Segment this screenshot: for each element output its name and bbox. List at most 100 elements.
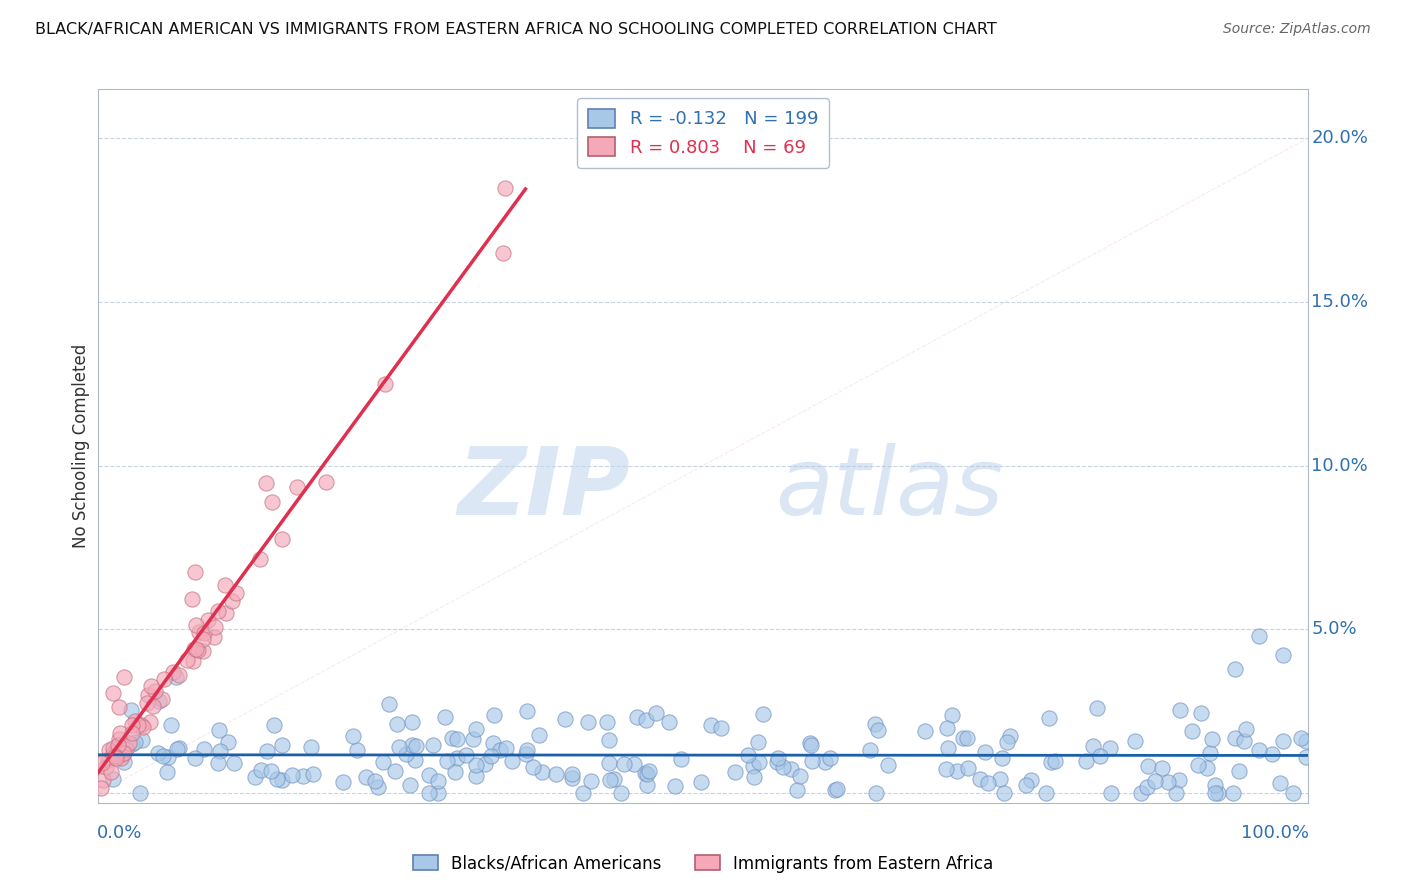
Point bbox=[956, 731, 979, 745]
Point bbox=[1289, 731, 1312, 745]
Point bbox=[1187, 758, 1209, 772]
Point bbox=[772, 760, 794, 774]
Point bbox=[1197, 761, 1219, 775]
Point bbox=[877, 757, 900, 772]
Point bbox=[1223, 662, 1246, 676]
Point bbox=[150, 692, 173, 706]
Point bbox=[863, 716, 886, 731]
Point bbox=[1045, 754, 1067, 768]
Point bbox=[1260, 747, 1282, 762]
Point bbox=[723, 764, 745, 779]
Point bbox=[367, 780, 389, 794]
Point bbox=[645, 706, 668, 720]
Point bbox=[1234, 722, 1257, 736]
Point bbox=[824, 783, 846, 797]
Point bbox=[91, 773, 114, 788]
Point bbox=[1040, 756, 1063, 770]
Point bbox=[742, 771, 765, 785]
Point bbox=[465, 722, 488, 736]
Point bbox=[388, 740, 411, 755]
Point bbox=[120, 703, 142, 717]
Point bbox=[263, 718, 285, 732]
Point bbox=[104, 742, 127, 756]
Point bbox=[271, 772, 294, 787]
Point bbox=[138, 715, 160, 730]
Point bbox=[800, 738, 823, 752]
Text: Source: ZipAtlas.com: Source: ZipAtlas.com bbox=[1223, 22, 1371, 37]
Point bbox=[752, 706, 775, 721]
Point bbox=[260, 495, 283, 509]
Point bbox=[142, 698, 165, 713]
Point bbox=[165, 670, 187, 684]
Point bbox=[609, 786, 631, 800]
Point bbox=[969, 772, 991, 786]
Point bbox=[136, 696, 159, 710]
Point bbox=[814, 755, 837, 769]
Point bbox=[1201, 732, 1223, 747]
Point bbox=[111, 747, 134, 762]
Point bbox=[527, 728, 550, 742]
Point bbox=[281, 767, 304, 781]
Point bbox=[97, 753, 120, 767]
Point bbox=[737, 747, 759, 762]
Point bbox=[107, 742, 129, 756]
Point bbox=[598, 732, 620, 747]
Point bbox=[1156, 775, 1178, 789]
Point bbox=[207, 756, 229, 770]
Point bbox=[187, 625, 209, 640]
Point bbox=[1222, 786, 1244, 800]
Point bbox=[516, 704, 538, 718]
Point bbox=[100, 764, 122, 779]
Point bbox=[1099, 786, 1122, 800]
Point bbox=[90, 781, 112, 796]
Point bbox=[108, 700, 131, 714]
Point bbox=[124, 735, 146, 749]
Point bbox=[866, 723, 889, 737]
Point bbox=[801, 754, 824, 768]
Point bbox=[156, 750, 179, 764]
Point bbox=[378, 697, 401, 711]
Point bbox=[427, 786, 450, 800]
Point bbox=[107, 731, 129, 746]
Point bbox=[364, 774, 387, 789]
Point bbox=[441, 731, 464, 745]
Point bbox=[786, 783, 808, 797]
Point bbox=[167, 741, 190, 756]
Point bbox=[136, 688, 159, 702]
Point bbox=[1085, 700, 1108, 714]
Point bbox=[1272, 648, 1295, 663]
Point bbox=[271, 738, 294, 752]
Point bbox=[124, 714, 146, 728]
Point bbox=[405, 739, 427, 753]
Point bbox=[1204, 786, 1226, 800]
Point bbox=[1223, 731, 1246, 745]
Point bbox=[571, 786, 593, 800]
Point bbox=[515, 747, 537, 761]
Point bbox=[658, 715, 681, 730]
Text: ZIP: ZIP bbox=[457, 442, 630, 535]
Point bbox=[936, 740, 959, 755]
Text: 20.0%: 20.0% bbox=[1312, 129, 1368, 147]
Point bbox=[156, 764, 179, 779]
Point bbox=[404, 753, 426, 767]
Point bbox=[131, 720, 153, 734]
Point bbox=[110, 744, 132, 758]
Point bbox=[1189, 706, 1212, 720]
Point bbox=[1164, 786, 1187, 800]
Point bbox=[186, 642, 208, 657]
Point bbox=[544, 767, 567, 781]
Point bbox=[495, 741, 517, 756]
Point bbox=[186, 618, 208, 632]
Point bbox=[941, 708, 963, 723]
Point bbox=[1233, 734, 1256, 748]
Point bbox=[1208, 786, 1230, 800]
Point bbox=[446, 731, 468, 746]
Point bbox=[127, 718, 149, 732]
Point bbox=[148, 694, 170, 708]
Point bbox=[561, 772, 583, 786]
Point bbox=[434, 710, 457, 724]
Point bbox=[1282, 786, 1305, 800]
Point bbox=[418, 768, 440, 782]
Y-axis label: No Schooling Completed: No Schooling Completed bbox=[72, 344, 90, 548]
Point bbox=[990, 751, 1012, 765]
